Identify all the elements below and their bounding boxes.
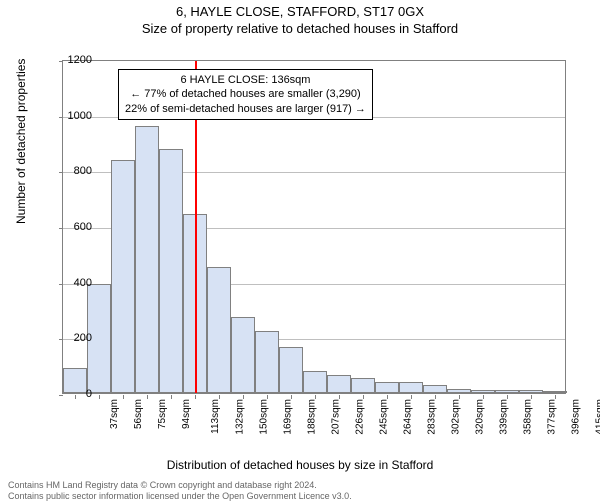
xtick-label: 264sqm [403, 399, 414, 435]
annotation-line-3: 22% of semi-detached houses are larger (… [125, 102, 366, 116]
histogram-bar [159, 149, 183, 393]
histogram-bar [399, 382, 423, 393]
histogram-bar [279, 347, 303, 393]
histogram-bar [63, 368, 87, 393]
xtick-label: 245sqm [379, 399, 390, 435]
histogram-bar [135, 126, 159, 393]
ytick-mark [59, 339, 63, 340]
ytick-label: 1200 [68, 54, 92, 66]
xtick-label: 188sqm [307, 399, 318, 435]
annotation-line-2: ← 77% of detached houses are smaller (3,… [125, 87, 366, 101]
xtick-label: 37sqm [109, 399, 120, 429]
ytick-mark [59, 228, 63, 229]
xtick-mark [483, 395, 484, 399]
ytick-label: 400 [74, 277, 92, 289]
histogram-bar [207, 267, 231, 393]
xtick-label: 320sqm [475, 399, 486, 435]
xtick-mark [507, 395, 508, 399]
histogram-bar [447, 389, 471, 393]
footer-line-1: Contains HM Land Registry data © Crown c… [8, 480, 352, 491]
histogram-bar [423, 385, 447, 393]
xtick-mark [243, 395, 244, 399]
xtick-mark [459, 395, 460, 399]
xtick-mark [123, 395, 124, 399]
chart-container: 37sqm 56sqm 75sqm 94sqm 113sqm 132sqm 150sqm 16… [62, 60, 566, 432]
xtick-mark [435, 395, 436, 399]
histogram-bar [231, 317, 255, 393]
annotation-line-1: 6 HAYLE CLOSE: 136sqm [125, 73, 366, 87]
xtick-label: 169sqm [283, 399, 294, 435]
xtick-label: 75sqm [157, 399, 168, 429]
chart-subtitle: Size of property relative to detached ho… [0, 21, 600, 36]
ytick-label: 200 [74, 332, 92, 344]
ytick-mark [59, 172, 63, 173]
xtick-mark [147, 395, 148, 399]
xtick-label: 132sqm [235, 399, 246, 435]
xtick-mark [387, 395, 388, 399]
ytick-mark [59, 61, 63, 62]
histogram-bar [111, 160, 135, 393]
xtick-label: 226sqm [355, 399, 366, 435]
xtick-mark [267, 395, 268, 399]
xtick-label: 56sqm [133, 399, 144, 429]
xtick-label: 207sqm [331, 399, 342, 435]
ytick-mark [59, 395, 63, 396]
footer-line-2: Contains public sector information licen… [8, 491, 352, 502]
chart-title: 6, HAYLE CLOSE, STAFFORD, ST17 0GX [0, 4, 600, 19]
histogram-bar [519, 390, 543, 393]
ytick-label: 800 [74, 165, 92, 177]
xtick-mark [75, 395, 76, 399]
xtick-mark [411, 395, 412, 399]
histogram-bar [351, 378, 375, 393]
xtick-label: 94sqm [181, 399, 192, 429]
footer-credits: Contains HM Land Registry data © Crown c… [8, 480, 352, 502]
histogram-bar [303, 371, 327, 393]
xtick-label: 415sqm [595, 399, 600, 435]
xtick-label: 377sqm [547, 399, 558, 435]
xtick-mark [219, 395, 220, 399]
xtick-label: 339sqm [499, 399, 510, 435]
plot-area: 37sqm56sqm75sqm94sqm113sqm132sqm150sqm16… [62, 60, 566, 394]
y-axis-label: Number of detached properties [14, 59, 28, 224]
histogram-bar [375, 382, 399, 393]
ytick-label: 600 [74, 221, 92, 233]
xtick-mark [99, 395, 100, 399]
xtick-mark [315, 395, 316, 399]
histogram-bar [255, 331, 279, 393]
ytick-label: 0 [86, 388, 92, 400]
xtick-label: 113sqm [210, 399, 221, 434]
xtick-label: 396sqm [571, 399, 582, 435]
xtick-mark [555, 395, 556, 399]
histogram-bar [543, 391, 567, 393]
annotation-box: 6 HAYLE CLOSE: 136sqm← 77% of detached h… [118, 69, 373, 120]
histogram-bar [327, 375, 351, 393]
xtick-mark [339, 395, 340, 399]
histogram-bar [495, 390, 519, 393]
xtick-mark [363, 395, 364, 399]
histogram-bar [471, 390, 495, 393]
ytick-mark [59, 117, 63, 118]
xtick-label: 150sqm [259, 399, 270, 435]
xtick-label: 358sqm [523, 399, 534, 435]
ytick-mark [59, 284, 63, 285]
xtick-mark [171, 395, 172, 399]
xtick-mark [291, 395, 292, 399]
x-axis-label: Distribution of detached houses by size … [0, 458, 600, 472]
xtick-mark [531, 395, 532, 399]
xtick-mark [195, 395, 196, 399]
xtick-label: 302sqm [451, 399, 462, 435]
ytick-label: 1000 [68, 110, 92, 122]
xtick-label: 283sqm [427, 399, 438, 435]
